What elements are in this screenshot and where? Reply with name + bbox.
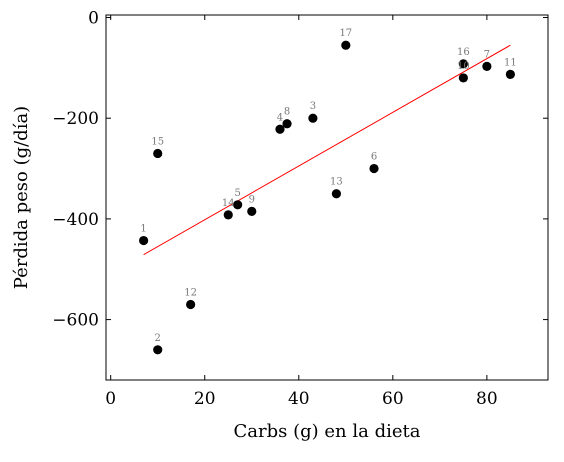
data-point — [282, 119, 292, 129]
point-label: 8 — [284, 107, 290, 118]
point-label: 4 — [277, 112, 283, 123]
point-label: 10 — [457, 61, 470, 72]
point-label: 17 — [339, 28, 352, 39]
point-label: 15 — [151, 136, 164, 147]
x-tick-label: 80 — [476, 389, 498, 409]
data-point — [275, 124, 285, 134]
point-label: 9 — [249, 194, 255, 205]
plot-frame — [105, 14, 549, 381]
point-label: 11 — [504, 57, 517, 68]
data-point — [233, 200, 243, 210]
points-layer — [139, 40, 515, 355]
point-label: 16 — [457, 47, 470, 58]
point-label: 14 — [222, 198, 235, 209]
data-point — [153, 148, 163, 159]
fit-line-layer — [143, 44, 511, 256]
data-point — [458, 73, 468, 83]
x-tick-label: 20 — [194, 389, 216, 409]
data-point — [482, 61, 492, 71]
data-point — [153, 345, 163, 355]
data-point — [331, 189, 342, 199]
ticks-layer: 0 20 40 60 80 0 −200 −400 −600 — [52, 9, 548, 409]
data-point — [505, 69, 515, 80]
point-label: 2 — [155, 333, 161, 344]
y-tick-label: −600 — [52, 311, 99, 331]
x-tick-label: 60 — [382, 389, 404, 409]
data-point — [341, 40, 351, 50]
point-label: 12 — [184, 287, 197, 298]
point-label: 6 — [371, 152, 377, 163]
point-label: 5 — [234, 188, 240, 199]
data-point — [139, 235, 149, 246]
y-tick-label: −200 — [52, 109, 99, 129]
data-point — [247, 206, 257, 216]
data-point — [458, 59, 468, 69]
y-tick-label: 0 — [88, 9, 99, 29]
point-label: 13 — [330, 177, 343, 188]
point-label: 3 — [310, 101, 316, 112]
point-label: 7 — [484, 49, 490, 60]
y-axis-title: Pérdida peso (g/día) — [11, 106, 32, 289]
data-point — [186, 299, 196, 310]
x-axis-title: Carbs (g) en la dieta — [234, 421, 421, 442]
regression-line — [143, 44, 511, 256]
y-tick-label: −400 — [52, 210, 99, 230]
data-point — [308, 113, 318, 123]
data-point — [223, 210, 233, 220]
x-tick-label: 0 — [105, 389, 116, 409]
point-label: 1 — [140, 224, 146, 235]
data-point — [369, 163, 379, 174]
x-tick-label: 40 — [288, 389, 310, 409]
